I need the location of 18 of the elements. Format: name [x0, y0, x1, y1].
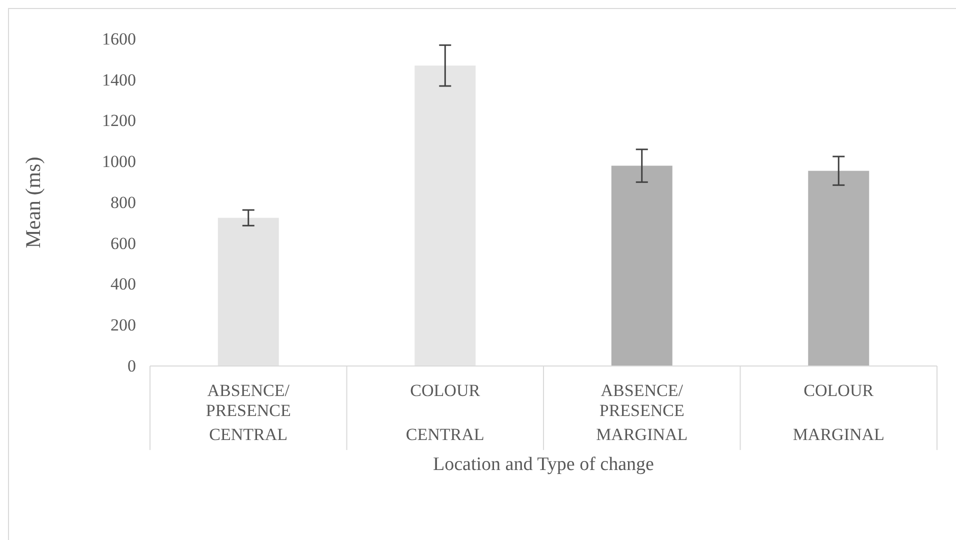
x-tick-label: ABSENCE/ PRESENCE CENTRAL — [206, 381, 291, 444]
bar — [808, 170, 870, 366]
category-label: COLOUR MARGINAL — [792, 381, 884, 444]
y-tick-label: 200 — [110, 316, 136, 335]
y-tick-label: 1600 — [102, 29, 136, 48]
y-tick-label: 400 — [110, 274, 136, 294]
y-tick-label: 1200 — [102, 111, 136, 130]
y-tick-label: 1000 — [102, 152, 136, 172]
x-axis-title: Location and Type of change — [433, 454, 654, 475]
category-label: COLOUR CENTRAL — [406, 381, 484, 444]
y-tick-label: 0 — [128, 356, 136, 376]
bar — [414, 66, 476, 366]
bar — [611, 166, 672, 366]
y-axis-title: Mean (ms) — [21, 156, 45, 248]
y-tick-label: 600 — [110, 234, 136, 253]
y-tick-label: 1400 — [102, 70, 136, 90]
x-tick-label: ABSENCE/ PRESENCE MARGINAL — [596, 381, 688, 444]
y-tick-label: 800 — [110, 192, 136, 212]
